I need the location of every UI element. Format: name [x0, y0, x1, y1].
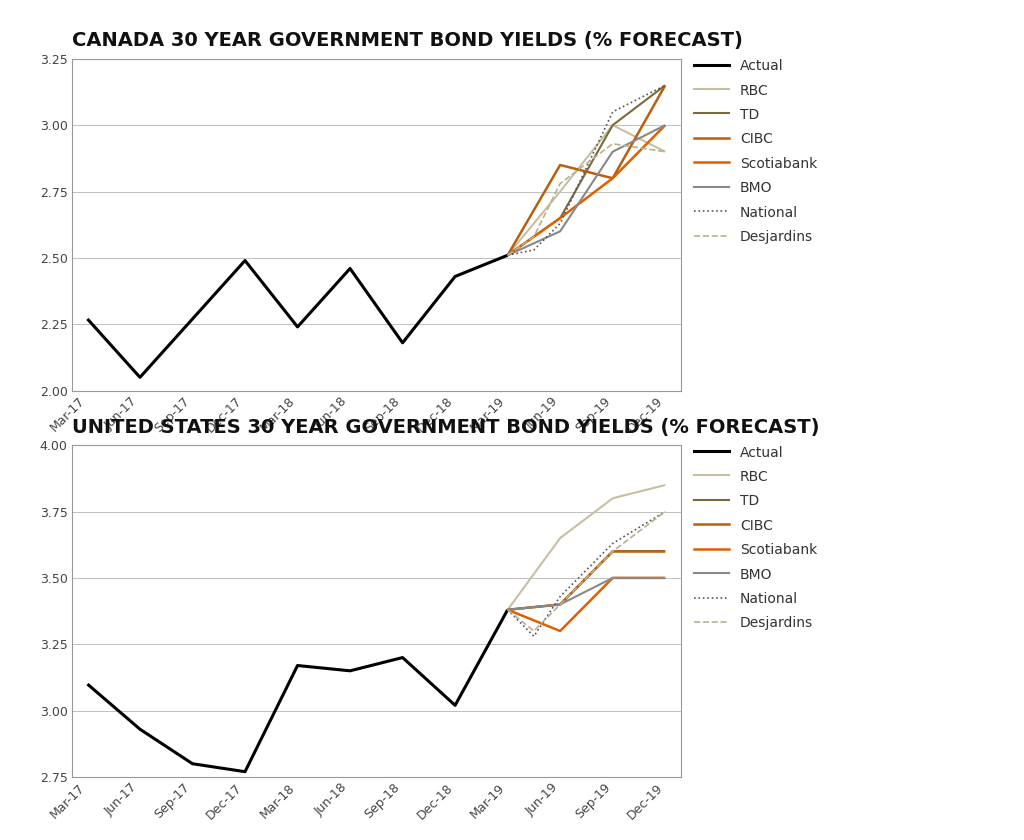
Legend: Actual, RBC, TD, CIBC, Scotiabank, BMO, National, Desjardins: Actual, RBC, TD, CIBC, Scotiabank, BMO, …: [694, 59, 817, 244]
Text: UNITED STATES 30 YEAR GOVERNMENT BOND YIELDS (% FORECAST): UNITED STATES 30 YEAR GOVERNMENT BOND YI…: [72, 417, 819, 437]
Legend: Actual, RBC, TD, CIBC, Scotiabank, BMO, National, Desjardins: Actual, RBC, TD, CIBC, Scotiabank, BMO, …: [694, 445, 817, 631]
Text: CANADA 30 YEAR GOVERNMENT BOND YIELDS (% FORECAST): CANADA 30 YEAR GOVERNMENT BOND YIELDS (%…: [72, 31, 742, 50]
